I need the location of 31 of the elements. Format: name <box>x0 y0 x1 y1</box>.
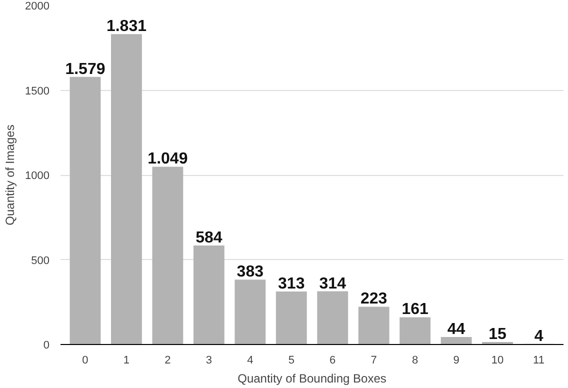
x-tick-label: 9 <box>453 354 460 366</box>
data-label: 383 <box>236 264 264 281</box>
x-tick-label: 5 <box>288 354 294 366</box>
x-tick-label: 2 <box>164 354 171 366</box>
x-tick-label: 0 <box>82 354 88 366</box>
y-tick-label: 2000 <box>25 0 50 12</box>
data-label: 313 <box>278 275 305 292</box>
data-label: 584 <box>196 230 222 247</box>
x-tick-label: 6 <box>330 354 336 366</box>
x-tick-label: 7 <box>370 354 377 366</box>
x-tick-label: 1 <box>123 354 130 366</box>
data-label: 161 <box>402 301 429 318</box>
data-label: 4 <box>534 328 544 345</box>
data-label: 44 <box>447 321 466 338</box>
data-label: 15 <box>488 326 507 343</box>
data-label: 223 <box>360 290 388 308</box>
y-tick-label: 1000 <box>25 170 50 182</box>
y-tick-label: 0 <box>43 340 50 352</box>
x-tick-label: 10 <box>491 354 504 366</box>
data-label: 1.831 <box>106 18 147 36</box>
y-axis-title: Quantity of Images <box>3 124 18 226</box>
x-tick-label: 11 <box>533 354 544 366</box>
x-tick-label: 8 <box>412 354 418 366</box>
data-label: 1.049 <box>148 150 188 168</box>
x-tick-label: 4 <box>247 354 254 366</box>
data-label: 314 <box>319 275 346 292</box>
y-tick-label: 500 <box>31 254 50 267</box>
y-tick-label: 1500 <box>25 85 50 98</box>
data-label: 1.579 <box>65 60 106 78</box>
x-tick-label: 3 <box>206 354 212 366</box>
x-axis-title: Quantity of Bounding Boxes <box>238 372 386 386</box>
